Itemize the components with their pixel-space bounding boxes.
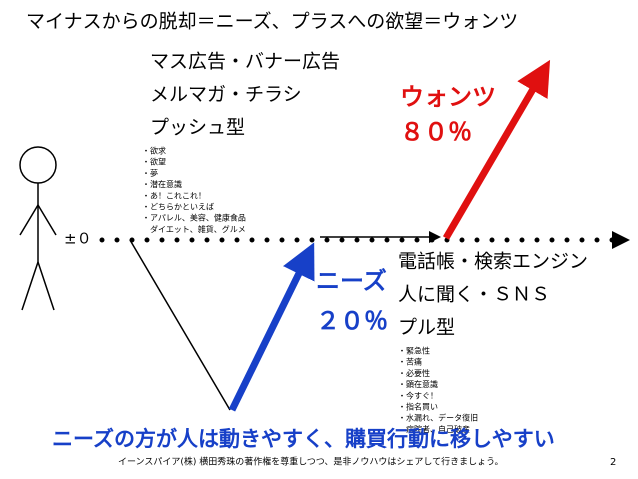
needs-arrow — [228, 242, 315, 412]
note: ・欲求 — [142, 146, 166, 156]
stick-figure — [19, 146, 57, 311]
note: ・潜在意識 — [142, 179, 182, 189]
note: ・顕在意識 — [398, 379, 438, 389]
block-line: マス広告・バナー広告 — [150, 51, 340, 73]
block-line: プル型 — [398, 317, 455, 339]
note: ・緊急性 — [398, 346, 430, 356]
note: ・今すぐ！ — [398, 390, 438, 400]
wants-percent: ８０％ — [400, 118, 472, 146]
note: ・水漏れ、データ復旧 — [398, 413, 478, 423]
page-number: 2 — [610, 457, 616, 468]
block-line: 電話帳・検索エンジン — [398, 251, 588, 273]
block-line: プッシュ型 — [150, 117, 245, 139]
block-line: 人に聞く・ＳＮＳ — [398, 284, 550, 306]
note: ・アパレル、美容、健康食品 — [142, 213, 246, 223]
note: ダイエット、雑貨、グルメ — [142, 224, 246, 234]
zero-label: ±０ — [64, 230, 92, 248]
note: ・欲望 — [142, 157, 166, 167]
block-line: メルマガ・チラシ — [150, 84, 302, 106]
zero-arrowhead — [612, 231, 630, 249]
note: ・指名買い — [398, 402, 438, 412]
wants-block: マス広告・バナー広告メルマガ・チラシプッシュ型・欲求・欲望・夢・潜在意識・あ！こ… — [142, 51, 340, 234]
wants-arrow — [442, 59, 551, 240]
needs-label: ニーズ — [316, 267, 387, 295]
drop-line — [129, 239, 231, 411]
needs-percent: ２０％ — [316, 307, 388, 335]
note: ・苦痛 — [398, 357, 422, 367]
note: ・必要性 — [398, 368, 430, 378]
title: マイナスからの脱却＝ニーズ、プラスへの欲望＝ウォンツ — [26, 11, 518, 33]
note: 病院者、自己破産 — [398, 424, 470, 434]
footer: イーンスパイア(株) 横田秀珠の著作権を尊重しつつ、是非ノウハウはシェアして行き… — [118, 456, 504, 468]
note: ・夢 — [142, 168, 158, 178]
wants-label: ウォンツ — [400, 83, 496, 111]
note: ・あ！これこれ！ — [142, 191, 206, 200]
conclusion: ニーズの方が人は動きやすく、購買行動に移しやすい — [52, 427, 555, 451]
note: ・どちらかといえば — [142, 203, 214, 212]
